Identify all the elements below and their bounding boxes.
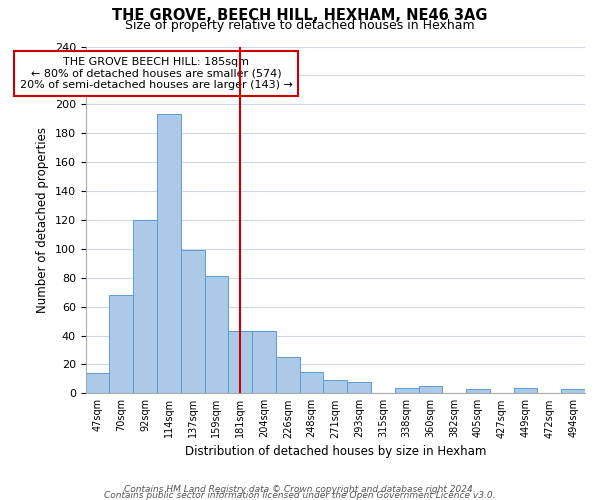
Bar [466, 389, 490, 394]
Bar [395, 388, 419, 394]
Bar [419, 386, 442, 394]
Bar [181, 250, 205, 394]
Text: Contains HM Land Registry data © Crown copyright and database right 2024.: Contains HM Land Registry data © Crown c… [124, 485, 476, 494]
Bar [323, 380, 347, 394]
Bar [157, 114, 181, 394]
Bar [109, 295, 133, 394]
Bar [229, 331, 252, 394]
Bar [276, 357, 299, 394]
Bar [252, 331, 276, 394]
Bar [514, 388, 538, 394]
X-axis label: Distribution of detached houses by size in Hexham: Distribution of detached houses by size … [185, 444, 486, 458]
Bar [133, 220, 157, 394]
Bar [347, 382, 371, 394]
Text: Contains public sector information licensed under the Open Government Licence v3: Contains public sector information licen… [104, 491, 496, 500]
Bar [299, 372, 323, 394]
Text: THE GROVE, BEECH HILL, HEXHAM, NE46 3AG: THE GROVE, BEECH HILL, HEXHAM, NE46 3AG [112, 8, 488, 22]
Y-axis label: Number of detached properties: Number of detached properties [36, 127, 49, 313]
Text: THE GROVE BEECH HILL: 185sqm
← 80% of detached houses are smaller (574)
20% of s: THE GROVE BEECH HILL: 185sqm ← 80% of de… [20, 57, 293, 90]
Bar [205, 276, 229, 394]
Bar [561, 389, 585, 394]
Text: Size of property relative to detached houses in Hexham: Size of property relative to detached ho… [125, 19, 475, 32]
Bar [86, 373, 109, 394]
